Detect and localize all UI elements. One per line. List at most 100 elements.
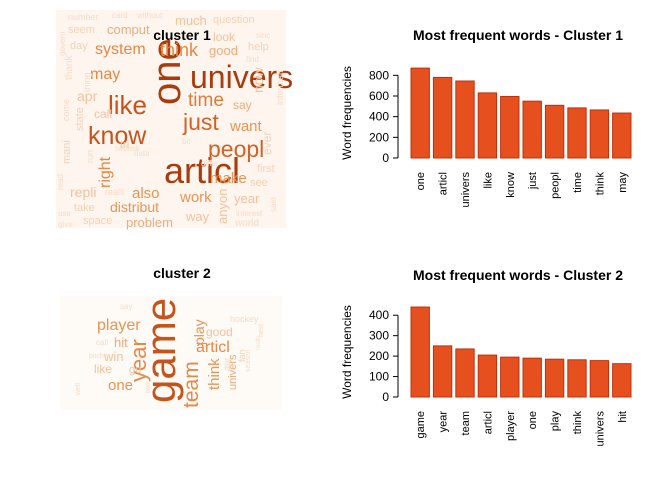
x-tick-label-year: year: [438, 411, 450, 433]
cloud-word-give: give: [58, 220, 73, 229]
x-tick-label-may: may: [617, 172, 629, 193]
cloud-word-find: find: [246, 55, 259, 64]
cloud-word-hit: hit: [114, 335, 128, 350]
cloud-word-fan: fan: [237, 349, 247, 362]
x-tick-label-univers: univers: [460, 172, 472, 208]
x-tick-label-like: like: [482, 172, 494, 189]
cloud-word-univers: univers: [227, 354, 239, 390]
bar-may: [612, 112, 632, 159]
cloud-word-data: data: [134, 149, 150, 158]
chart-2-title: Most frequent words - Cluster 2: [413, 267, 623, 283]
cloud-word-much: much: [175, 13, 207, 28]
bar-one: [410, 67, 430, 159]
y-tick-label: 200: [369, 130, 389, 144]
x-tick-label-peopl: peopl: [550, 172, 562, 199]
bar-hit: [612, 363, 632, 398]
cloud-word-ever: ever: [260, 132, 274, 155]
cloud-word-work: work: [179, 189, 212, 206]
x-tick-label-player: player: [505, 411, 517, 441]
cloud-word-see: see: [250, 177, 268, 189]
chart-2-y-axis: 0 100 200 300 400: [369, 308, 399, 404]
bar-just: [522, 100, 542, 159]
cloud-word-interest: interest: [236, 209, 263, 218]
cloud-word-univers: univers: [190, 59, 293, 95]
chart-1-ylabel: Word frequencies: [340, 66, 354, 160]
cloud-word-well: well: [75, 382, 82, 396]
bar-player: [500, 356, 520, 398]
x-tick-label-think: think: [572, 411, 584, 435]
y-tick-label: 400: [369, 110, 389, 124]
cloud-word-win: win: [103, 349, 124, 364]
cloud-word-anyon: anyon: [215, 189, 230, 224]
cloud-word-informati: informati: [275, 70, 285, 105]
cloud-word-first: first: [257, 163, 275, 175]
cloud-word-now: now: [250, 66, 266, 93]
wordcloud-1-title: cluster 1: [153, 27, 211, 43]
cloud-word-year: year: [234, 191, 260, 206]
bar-think: [589, 109, 610, 159]
bar-articl: [477, 354, 498, 398]
chart-2-x-tick-labels: game year team articl player one play think univ…: [415, 411, 629, 447]
cloud-word-make: make: [210, 170, 247, 187]
y-tick-label: 800: [369, 68, 389, 82]
cloud-word-say: say: [120, 302, 132, 311]
bar-year: [432, 345, 453, 398]
cloud-word-articl: articl: [164, 150, 240, 191]
y-tick-label: 400: [369, 308, 389, 322]
cloud-word-read: read: [56, 174, 65, 190]
cloud-word-mani: mani: [61, 140, 73, 164]
cloud-word-also: also: [132, 185, 160, 202]
cloud-word-one: one: [145, 38, 189, 105]
bar-chart-cluster-2: Most frequent words - Cluster 2 Word fre…: [340, 267, 632, 447]
cloud-word-best: best: [258, 324, 265, 337]
cloud-word-without: without: [136, 11, 163, 20]
cloud-word-right: right: [97, 156, 114, 188]
cloud-word-hockey: hockey: [230, 314, 259, 324]
cloud-word-thank: thank: [64, 55, 75, 80]
cloud-word-season: season: [245, 349, 252, 372]
chart-1-x-tick-labels: one articl univers like know just peopl time thi…: [415, 172, 629, 208]
x-tick-label-univers: univers: [594, 411, 606, 447]
x-tick-label-game: game: [415, 411, 427, 439]
bar-one: [522, 357, 542, 398]
x-tick-label-team: team: [460, 411, 472, 435]
x-tick-label-play: play: [550, 411, 562, 432]
cloud-word-thing: thing: [82, 72, 92, 92]
x-tick-label-one: one: [415, 172, 427, 190]
cloud-word-apr: apr: [77, 88, 98, 104]
cloud-word-card: card: [112, 11, 128, 20]
bar-chart-cluster-1: Most frequent words - Cluster 1 Word fre…: [340, 27, 632, 208]
cloud-word-like: like: [94, 362, 112, 376]
cloud-word-two: two: [145, 382, 152, 393]
y-tick-label: 200: [369, 349, 389, 363]
cloud-word-pitcher: pitcher: [89, 353, 111, 360]
cloud-word-system: system: [95, 41, 146, 58]
cloud-word-just: just: [182, 109, 219, 135]
cloud-word-think: think: [160, 40, 199, 60]
cloud-word-differ: differ: [201, 159, 219, 168]
bar-know: [500, 96, 520, 159]
wordcloud-1-background: [56, 10, 286, 228]
cloud-word-go: go: [129, 364, 141, 376]
cloud-word-repli: repli: [70, 184, 96, 200]
cloud-word-way: way: [185, 209, 210, 224]
cloud-word-problem: problem: [126, 215, 173, 230]
cloud-word-time: time: [188, 90, 224, 111]
cloud-word-day: day: [70, 40, 88, 52]
cloud-word-sinc: sinc: [256, 31, 270, 40]
bar-univers: [455, 80, 475, 159]
wordcloud-2-title: cluster 2: [153, 265, 211, 281]
cloud-word-tri: tri: [120, 139, 129, 151]
cloud-word-comput: comput: [107, 22, 150, 37]
cloud-word-tw0ask: tw0ask: [115, 144, 141, 153]
x-tick-label-one: one: [527, 411, 539, 429]
cloud-word-realli: realli: [105, 187, 124, 197]
cloud-word-may: may: [90, 66, 120, 83]
cloud-word-world: world: [234, 218, 259, 229]
cloud-word-good: good: [206, 325, 233, 339]
bar-play: [544, 358, 565, 398]
